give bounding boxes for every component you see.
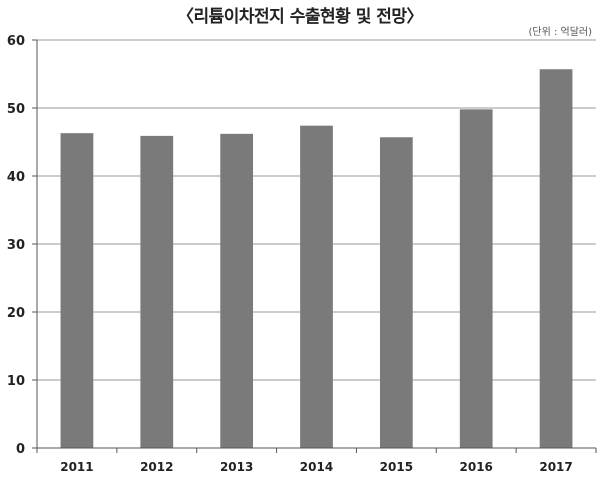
y-axis-ticks: 0 10 20 30 40 50 60 [7, 34, 25, 457]
chart-title: 〈리튬이차전지 수출현황 및 전망〉 [176, 7, 424, 27]
y-tick-label: 10 [7, 374, 25, 389]
y-tick-label: 20 [7, 306, 25, 321]
bars [60, 69, 573, 449]
bar-2015 [379, 137, 413, 449]
x-tick-label: 2015 [380, 460, 413, 474]
x-tick-label: 2011 [60, 460, 93, 474]
x-tick-label: 2013 [220, 460, 253, 474]
unit-note: (단위 : 억달러) [528, 27, 592, 38]
y-tick-label: 0 [16, 442, 25, 457]
x-tick-label: 2016 [460, 460, 493, 474]
x-axis-ticks: 2011 2012 2013 2014 2015 2016 2017 [60, 460, 573, 474]
x-tick-label: 2017 [539, 460, 572, 474]
x-tick-label: 2014 [300, 460, 333, 474]
bar-2016 [459, 109, 493, 449]
axes [32, 39, 597, 453]
y-tick-label: 30 [7, 238, 25, 253]
y-tick-label: 50 [7, 102, 25, 117]
x-tick-label: 2012 [140, 460, 173, 474]
bar-2012 [140, 135, 174, 448]
y-tick-label: 40 [7, 170, 25, 185]
bar-2014 [300, 125, 333, 449]
bar-2011 [60, 133, 94, 448]
bar-2017 [539, 69, 573, 449]
bar-2013 [220, 133, 254, 448]
y-tick-label: 60 [7, 34, 25, 49]
